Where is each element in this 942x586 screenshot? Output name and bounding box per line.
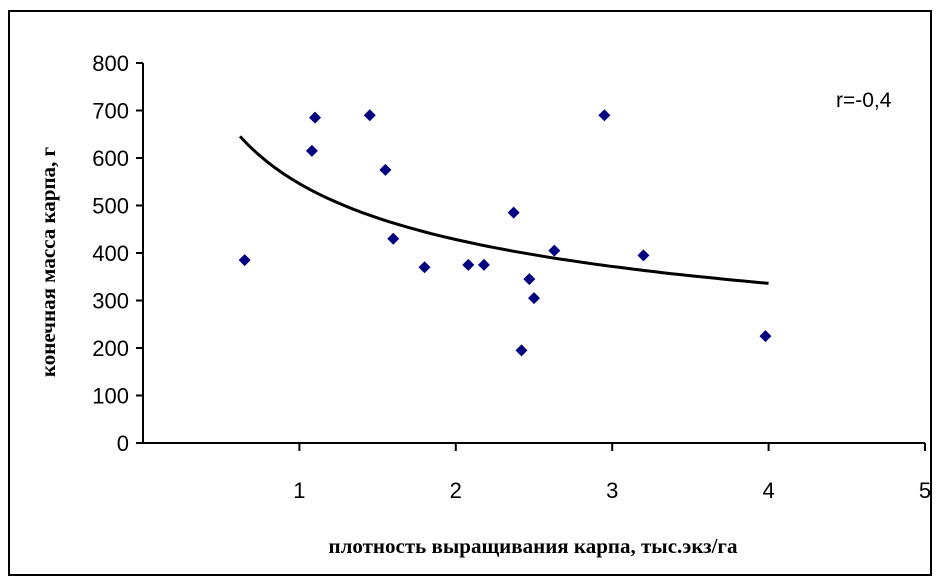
x-tick-label: 4 (762, 478, 774, 503)
y-tick-label: 600 (92, 146, 129, 171)
y-tick-label: 400 (92, 241, 129, 266)
data-point (515, 344, 528, 357)
y-tick-label: 800 (92, 51, 129, 76)
data-point (379, 163, 392, 176)
y-tick-label: 0 (117, 431, 129, 456)
data-point (507, 206, 520, 219)
data-point (477, 258, 490, 271)
y-tick-label: 100 (92, 384, 129, 409)
chart-frame (8, 10, 932, 576)
data-point (598, 109, 611, 122)
data-point (548, 244, 561, 257)
data-point (637, 249, 650, 262)
data-point (305, 144, 318, 157)
x-tick-label: 3 (606, 478, 618, 503)
ticks (136, 62, 926, 451)
y-tick-label: 200 (92, 336, 129, 361)
x-tick-label: 5 (919, 478, 931, 503)
y-tick-label: 700 (92, 99, 129, 124)
correlation-annotation: r=-0,4 (836, 89, 892, 112)
x-tick-label: 2 (450, 478, 462, 503)
y-axis-title: конечная масса карпа, г (36, 147, 60, 377)
data-point (238, 254, 251, 267)
axes (142, 63, 925, 444)
x-tick-label: 1 (293, 478, 305, 503)
data-point (759, 330, 772, 343)
data-points (238, 109, 772, 357)
y-tick-label: 300 (92, 289, 129, 314)
data-point (363, 109, 376, 122)
data-point (309, 111, 322, 124)
y-tick-label: 500 (92, 194, 129, 219)
tick-labels: 0 100 200 300 400 500 600 700 800 1 2 3 4 5 (92, 51, 931, 503)
data-point (387, 232, 400, 245)
trendline (238, 135, 769, 285)
x-axis-title: плотность выращивания карпа, тыс.экз/га (329, 534, 738, 558)
data-point (462, 258, 475, 271)
data-point (528, 292, 540, 305)
data-point (418, 261, 431, 274)
data-point (523, 273, 536, 286)
